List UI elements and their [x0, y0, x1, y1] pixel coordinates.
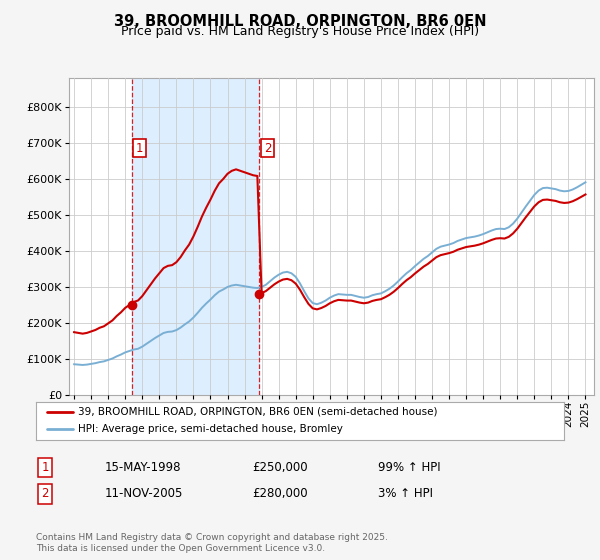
Text: 39, BROOMHILL ROAD, ORPINGTON, BR6 0EN (semi-detached house): 39, BROOMHILL ROAD, ORPINGTON, BR6 0EN (… [78, 407, 438, 417]
Text: 39, BROOMHILL ROAD, ORPINGTON, BR6 0EN: 39, BROOMHILL ROAD, ORPINGTON, BR6 0EN [114, 14, 486, 29]
Text: £280,000: £280,000 [252, 487, 308, 501]
Text: 11-NOV-2005: 11-NOV-2005 [105, 487, 184, 501]
Text: HPI: Average price, semi-detached house, Bromley: HPI: Average price, semi-detached house,… [78, 424, 343, 435]
Text: 2: 2 [41, 487, 49, 501]
Text: 15-MAY-1998: 15-MAY-1998 [105, 461, 182, 474]
Text: Price paid vs. HM Land Registry's House Price Index (HPI): Price paid vs. HM Land Registry's House … [121, 25, 479, 38]
Text: 99% ↑ HPI: 99% ↑ HPI [378, 461, 440, 474]
Text: 1: 1 [41, 461, 49, 474]
Bar [131, 78, 259, 395]
Text: 1: 1 [136, 142, 143, 155]
Text: Contains HM Land Registry data © Crown copyright and database right 2025.
This d: Contains HM Land Registry data © Crown c… [36, 533, 388, 553]
Text: £250,000: £250,000 [252, 461, 308, 474]
Text: 3% ↑ HPI: 3% ↑ HPI [378, 487, 433, 501]
Text: 2: 2 [263, 142, 271, 155]
